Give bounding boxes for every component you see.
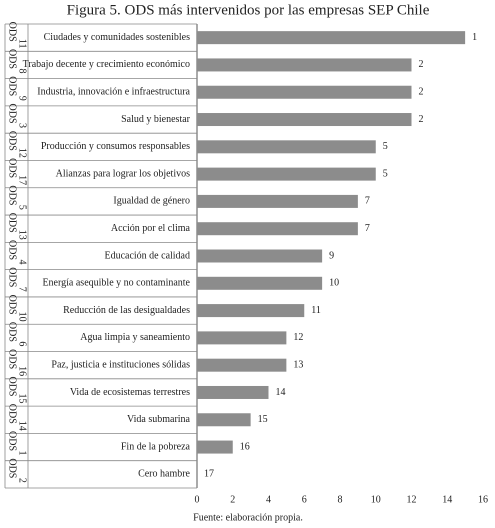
- rank-label: 2: [419, 59, 424, 70]
- ods-label: ODS: [7, 349, 18, 369]
- ods-label: ODS: [7, 213, 18, 233]
- ods-label: ODS: [7, 49, 18, 69]
- y-tick-label: Paz, justicia e instituciones sólidas: [51, 359, 190, 370]
- bar: [197, 31, 466, 45]
- ods-number: 14: [17, 421, 28, 431]
- rank-label: 5: [383, 168, 388, 179]
- x-tick-label: 2: [230, 494, 235, 505]
- bar: [197, 358, 287, 372]
- rank-label: 14: [276, 387, 286, 398]
- y-tick-label: Trabajo decente y crecimiento económico: [23, 59, 190, 70]
- ods-label: ODS: [7, 240, 18, 260]
- rank-label: 7: [365, 223, 370, 234]
- chart-title: Figura 5. ODS más intervenidos por las e…: [67, 2, 430, 18]
- ods-label: ODS: [7, 431, 18, 451]
- ods-label: ODS: [7, 185, 18, 205]
- y-tick-label: Producción y consumos responsables: [41, 141, 190, 152]
- ods-label: ODS: [7, 322, 18, 342]
- bar: [197, 194, 358, 208]
- ods-number: 7: [17, 287, 28, 292]
- source: Fuente: elaboración propia.: [193, 512, 303, 523]
- y-tick-label: Industria, innovación e infraestructura: [37, 87, 190, 98]
- y-tick-label: Fin de la pobreza: [121, 441, 191, 452]
- bar: [197, 58, 412, 72]
- y-tick-label: Agua limpia y saneamiento: [80, 332, 190, 343]
- ods-number: 2: [17, 478, 28, 483]
- rank-label: 11: [311, 305, 321, 316]
- x-tick-label: 4: [266, 494, 271, 505]
- ods-label: ODS: [7, 404, 18, 424]
- ods-number: 8: [17, 68, 28, 73]
- rank-label: 5: [383, 141, 388, 152]
- rank-label: 15: [258, 414, 268, 425]
- ods-number: 15: [17, 393, 28, 403]
- ods-label: ODS: [7, 104, 18, 124]
- bar: [197, 85, 412, 99]
- y-tick-label: Ciudades y comunidades sostenibles: [44, 32, 190, 43]
- y-tick-label: Cero hambre: [138, 469, 190, 480]
- bar: [197, 304, 305, 318]
- rank-label: 17: [204, 469, 214, 480]
- rank-label: 12: [293, 332, 303, 343]
- bar: [197, 167, 376, 181]
- rank-label: 2: [419, 114, 424, 125]
- rank-label: 9: [329, 250, 334, 261]
- y-tick-label: Acción por el clima: [111, 223, 191, 234]
- y-tick-label: Vida submarina: [127, 414, 191, 425]
- y-tick-label: Energía asequible y no contaminante: [42, 278, 190, 289]
- x-tick-label: 14: [442, 494, 452, 505]
- ods-number: 9: [17, 96, 28, 101]
- ods-label: ODS: [7, 158, 18, 178]
- ods-number: 11: [17, 39, 28, 49]
- ods-number: 10: [17, 312, 28, 322]
- bar: [197, 413, 251, 427]
- ods-number: 3: [17, 123, 28, 128]
- ods-number: 1: [17, 451, 28, 456]
- ods-number: 6: [17, 341, 28, 346]
- rank-label: 1: [472, 32, 477, 43]
- y-tick-label: Salud y bienestar: [121, 114, 191, 125]
- ods-number: 12: [17, 148, 28, 158]
- bar: [197, 113, 412, 127]
- bar: [197, 440, 233, 454]
- ods-label: ODS: [7, 131, 18, 151]
- x-tick-label: 16: [478, 494, 488, 505]
- bar: [197, 276, 323, 290]
- rank-label: 13: [293, 359, 303, 370]
- y-tick-label: Vida de ecosistemas terrestres: [70, 387, 190, 398]
- bar: [197, 140, 376, 154]
- ods-label: ODS: [7, 76, 18, 96]
- ods-label: ODS: [7, 295, 18, 315]
- bar: [197, 249, 323, 263]
- y-tick-label: Educación de calidad: [104, 250, 190, 261]
- ods-label: ODS: [7, 267, 18, 287]
- rank-label: 16: [240, 441, 250, 452]
- ods-number: 16: [17, 366, 28, 376]
- ods-number: 5: [17, 205, 28, 210]
- y-tick-label: Reducción de las desigualdades: [63, 305, 190, 316]
- bar: [197, 385, 269, 399]
- x-tick-label: 8: [338, 494, 343, 505]
- ods-label: ODS: [7, 22, 18, 42]
- x-tick-label: 0: [195, 494, 200, 505]
- rank-label: 10: [329, 278, 339, 289]
- y-tick-label: Igualdad de género: [113, 196, 190, 207]
- rank-label: 7: [365, 196, 370, 207]
- x-tick-label: 6: [302, 494, 307, 505]
- bar: [197, 331, 287, 345]
- bar: [197, 222, 358, 236]
- x-tick-label: 10: [371, 494, 381, 505]
- ods-number: 17: [17, 175, 28, 185]
- x-tick-label: 12: [407, 494, 417, 505]
- ods-number: 13: [17, 230, 28, 240]
- ods-label: ODS: [7, 458, 18, 478]
- ods-label: ODS: [7, 376, 18, 396]
- rank-label: 2: [419, 87, 424, 98]
- ods-number: 4: [17, 260, 28, 265]
- y-tick-label: Alianzas para lograr los objetivos: [56, 168, 191, 179]
